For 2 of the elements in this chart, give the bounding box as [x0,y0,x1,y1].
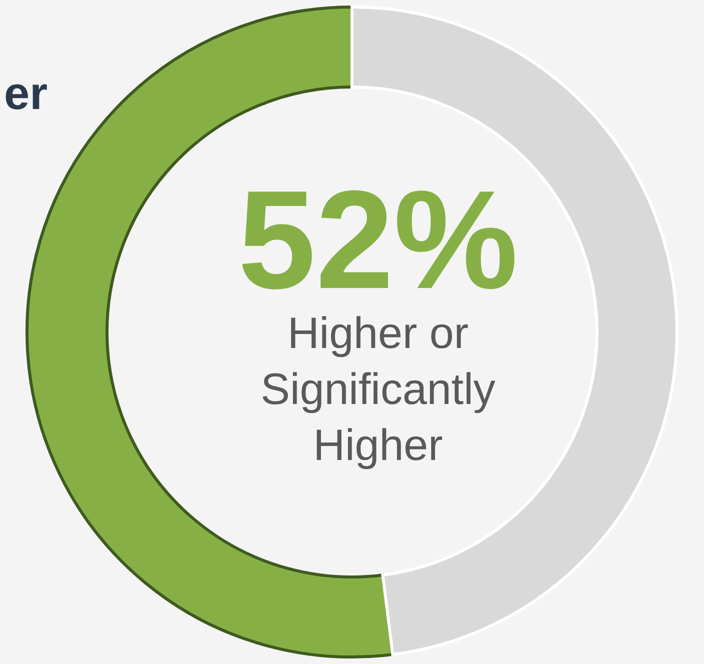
text: er [4,67,48,119]
slice-label: Higher or Significantly Higher [260,309,496,470]
